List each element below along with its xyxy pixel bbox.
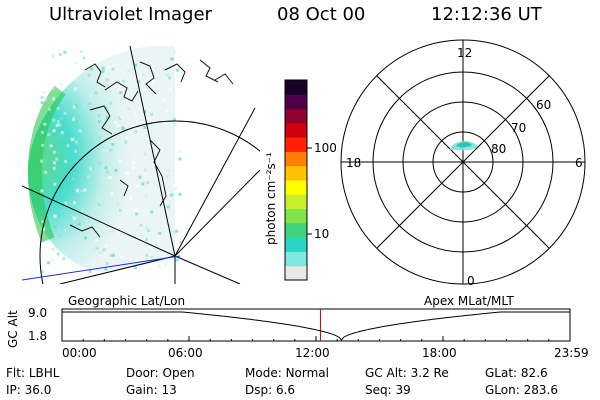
info-door-label: Door:	[126, 366, 159, 380]
altitude-curve	[62, 312, 570, 340]
info-seq: Seq: 39	[365, 383, 411, 397]
info-seq-value: 39	[396, 383, 411, 397]
info-glon: GLon: 283.6	[485, 383, 558, 397]
info-gain-label: Gain:	[126, 383, 158, 397]
info-glon-value: 283.6	[524, 383, 558, 397]
info-glat: GLat: 82.6	[485, 366, 548, 380]
info-gain-value: 13	[161, 383, 176, 397]
info-gcalt: GC Alt: 3.2 Re	[365, 366, 449, 380]
info-dsp-label: Dsp:	[245, 383, 272, 397]
timeline-xtick-1800: 18:00	[422, 346, 457, 360]
info-door: Door: Open	[126, 366, 195, 380]
info-dsp: Dsp: 6.6	[245, 383, 295, 397]
info-flt-label: Flt:	[6, 366, 25, 380]
info-ip-label: IP:	[6, 383, 21, 397]
info-seq-label: Seq:	[365, 383, 392, 397]
info-ip: IP: 36.0	[6, 383, 51, 397]
timeline-xtick-0000: 00:00	[62, 346, 97, 360]
info-ip-value: 36.0	[25, 383, 52, 397]
timeline-xtick-2359: 23:59	[554, 346, 589, 360]
timeline-xtick-0600: 06:00	[168, 346, 203, 360]
info-flt-value: LBHL	[29, 366, 60, 380]
info-mode-label: Mode:	[245, 366, 282, 380]
info-gain: Gain: 13	[126, 383, 177, 397]
info-flt: Flt: LBHL	[6, 366, 59, 380]
info-glat-value: 82.6	[521, 366, 548, 380]
info-mode-value: Normal	[286, 366, 329, 380]
info-dsp-value: 6.6	[276, 383, 295, 397]
info-gcalt-value: 3.2 Re	[411, 366, 449, 380]
timeline-xtick-1200: 12:00	[295, 346, 330, 360]
info-gcalt-label: GC Alt:	[365, 366, 407, 380]
info-door-value: Open	[163, 366, 195, 380]
info-glat-label: GLat:	[485, 366, 517, 380]
info-mode: Mode: Normal	[245, 366, 329, 380]
info-glon-label: GLon:	[485, 383, 520, 397]
